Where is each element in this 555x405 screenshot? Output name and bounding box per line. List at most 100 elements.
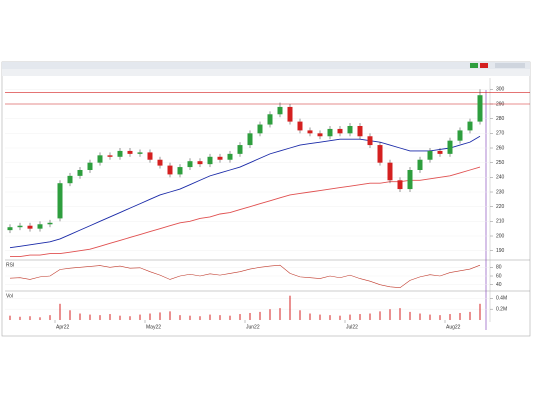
candle-body <box>177 167 183 175</box>
volume-bar <box>229 315 231 320</box>
volume-bar <box>439 315 441 320</box>
volume-bar <box>139 314 141 320</box>
y-tick-label: 250 <box>496 160 505 166</box>
candle-body <box>137 152 143 154</box>
candle-body <box>97 155 103 163</box>
candle-body <box>297 121 303 131</box>
volume-bar <box>19 316 21 320</box>
candle-body <box>277 106 283 115</box>
volume-bar <box>159 312 161 320</box>
x-tick-label: Jun22 <box>246 324 260 330</box>
candle-body <box>317 133 323 137</box>
candle-body <box>347 126 353 134</box>
volume-bar <box>99 315 101 320</box>
candle-body <box>397 180 403 190</box>
volume-bar <box>429 314 431 320</box>
candle-body <box>357 126 363 137</box>
volume-bar <box>189 315 191 320</box>
y-tick-label: 0.2M <box>496 307 507 313</box>
volume-bar <box>119 315 121 320</box>
candle-body <box>367 136 373 146</box>
candle-body <box>117 150 123 157</box>
toolbar[interactable] <box>2 62 530 69</box>
button[interactable] <box>470 63 478 68</box>
y-tick-label: 40 <box>496 282 502 288</box>
candle-body <box>67 175 73 184</box>
volume-bar <box>249 312 251 320</box>
volume-bar <box>289 295 291 320</box>
candle-body <box>27 225 33 229</box>
volume-bar <box>269 309 271 320</box>
volume-bar <box>79 313 81 320</box>
panel-label: Vol <box>6 293 13 299</box>
candle-body <box>107 155 113 157</box>
volume-bar <box>309 313 311 320</box>
volume-bar <box>39 317 41 320</box>
candle-body <box>327 128 333 137</box>
candle-body <box>157 159 163 166</box>
candle-body <box>57 183 63 219</box>
candle-body <box>17 225 23 228</box>
candle-body <box>87 162 93 170</box>
candle-body <box>37 224 43 229</box>
y-tick-label: 280 <box>496 116 505 122</box>
y-tick-label: 200 <box>496 233 505 239</box>
volume-bar <box>399 308 401 320</box>
y-tick-label: 290 <box>496 101 505 107</box>
candle-body <box>207 156 213 165</box>
volume-bar <box>459 312 461 320</box>
candle-body <box>387 162 393 181</box>
volume-bar <box>89 314 91 320</box>
volume-bar <box>109 314 111 320</box>
volume-bar <box>179 315 181 320</box>
candle-body <box>457 130 463 141</box>
x-tick-label: Jul22 <box>346 324 358 330</box>
candle-body <box>77 170 83 176</box>
y-tick-label: 80 <box>496 265 502 271</box>
volume-bar <box>359 314 361 320</box>
button[interactable] <box>480 63 488 68</box>
volume-bar <box>9 315 11 320</box>
y-tick-label: 230 <box>496 189 505 195</box>
volume-bar <box>239 314 241 320</box>
volume-bar <box>449 314 451 320</box>
y-tick-label: 210 <box>496 219 505 225</box>
volume-bar <box>329 315 331 320</box>
volume-bar <box>29 316 31 320</box>
candle-body <box>417 159 423 170</box>
y-tick-label: 240 <box>496 175 505 181</box>
volume-bar <box>379 311 381 320</box>
y-tick-label: 220 <box>496 204 505 210</box>
candle-body <box>237 145 243 154</box>
volume-bar <box>419 313 421 320</box>
candle-body <box>427 150 433 160</box>
volume-bar <box>129 316 131 320</box>
candle-body <box>197 161 203 165</box>
volume-bar <box>469 311 471 320</box>
volume-bar <box>59 303 61 320</box>
candle-body <box>7 227 13 231</box>
volume-bar <box>259 311 261 320</box>
candle-body <box>337 128 343 134</box>
candle-body <box>407 170 413 190</box>
button[interactable] <box>495 63 525 68</box>
volume-bar <box>339 315 341 320</box>
candle-body <box>467 121 473 131</box>
candle-body <box>127 150 133 154</box>
volume-bar <box>69 310 71 320</box>
toolbar[interactable] <box>2 69 530 76</box>
candle-body <box>377 145 383 163</box>
candle-body <box>227 153 233 160</box>
y-tick-label: 260 <box>496 145 505 151</box>
y-tick-label: 300 <box>496 87 505 93</box>
volume-bar <box>209 314 211 320</box>
x-tick-label: Aug22 <box>446 324 461 330</box>
volume-bar <box>479 303 481 320</box>
candle-body <box>47 222 53 225</box>
volume-bar <box>319 314 321 320</box>
candle-body <box>437 150 443 154</box>
candle-body <box>267 114 273 125</box>
volume-bar <box>199 316 201 320</box>
